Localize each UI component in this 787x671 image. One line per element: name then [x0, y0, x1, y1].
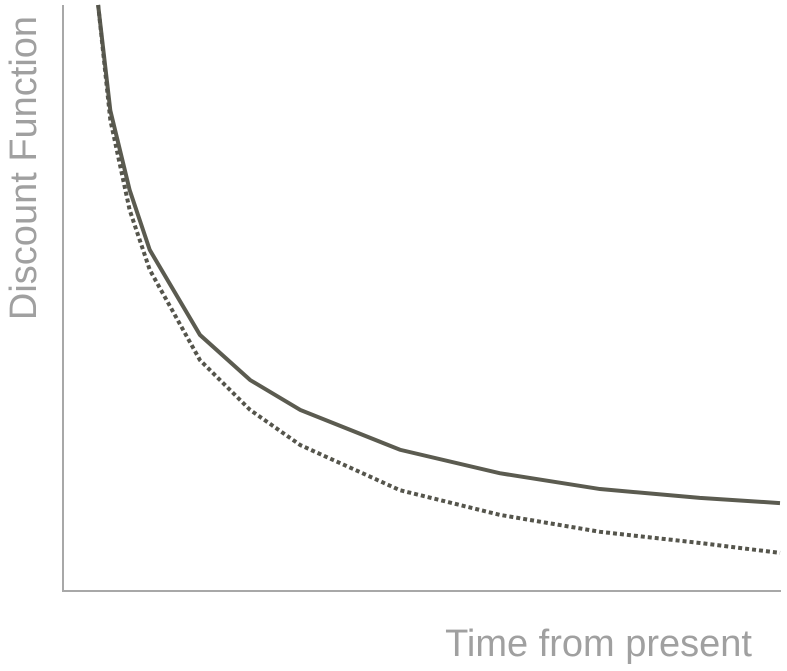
series-line — [96, 4, 781, 506]
x-axis-title: Time from present — [445, 623, 752, 665]
series-line — [96, 4, 781, 555]
y-axis-title: Discount Function — [3, 16, 45, 320]
